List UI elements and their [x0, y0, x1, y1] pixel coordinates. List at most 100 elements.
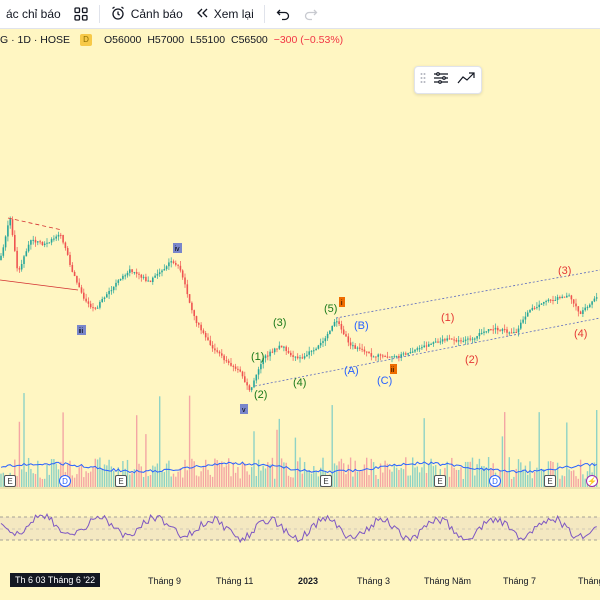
volume-bar — [550, 460, 552, 487]
volume-bar — [538, 412, 540, 487]
candle-body — [559, 297, 561, 299]
candle-body — [579, 311, 582, 314]
volume-bar — [108, 459, 110, 487]
volume-bar — [354, 460, 356, 487]
volume-bar — [175, 476, 177, 487]
candle-body — [255, 374, 258, 381]
candle-body — [586, 307, 589, 309]
candle-body — [101, 298, 103, 303]
candle-body — [209, 340, 212, 346]
candle-body — [149, 280, 152, 282]
volume-bar — [356, 471, 359, 487]
trend-icon[interactable] — [456, 70, 476, 91]
replay-button[interactable]: Xem lại — [189, 0, 260, 28]
candle-body — [591, 301, 593, 305]
volume-bar — [244, 463, 246, 487]
candle-body — [246, 382, 248, 386]
candle-body — [181, 270, 184, 278]
candle-body — [34, 239, 37, 243]
candle-body — [303, 356, 306, 359]
candle-body — [455, 339, 458, 342]
volume-bar — [379, 463, 382, 487]
volume-bar — [471, 457, 474, 487]
volume-bar — [253, 431, 255, 487]
lines-settings-icon[interactable] — [432, 70, 450, 91]
volume-bar — [310, 473, 313, 487]
volume-bar — [559, 478, 561, 487]
badge-iii — [77, 325, 86, 335]
earnings-marker[interactable]: E — [434, 475, 446, 487]
candle-body — [317, 345, 320, 349]
earnings-marker[interactable]: E — [544, 475, 556, 487]
earnings-marker[interactable]: E — [115, 475, 127, 487]
grid-icon[interactable] — [67, 0, 95, 28]
volume-bar — [596, 410, 598, 487]
volume-bar — [39, 477, 41, 487]
volume-bar — [522, 469, 524, 487]
candle-body — [142, 276, 145, 278]
candle-body — [280, 345, 283, 348]
symbol-title[interactable]: G · 1D · HOSE — [0, 34, 71, 46]
candle-body — [301, 357, 304, 359]
candle-body — [140, 274, 143, 278]
volume-bar — [262, 465, 264, 487]
indicators-button[interactable]: ác chỉ báo — [0, 0, 67, 28]
volume-bar — [30, 468, 32, 487]
redo-icon[interactable] — [297, 0, 325, 28]
volume-bar — [168, 460, 170, 487]
dividend-marker[interactable]: D — [489, 475, 501, 487]
candle-body — [336, 321, 338, 323]
alerts-button[interactable]: Cảnh báo — [104, 0, 189, 28]
price-chart[interactable]: (1) (2) (3) (4) (5) (B) (A) (C) (1) (2) … — [0, 0, 600, 568]
candle-body — [76, 276, 78, 283]
candle-body — [446, 338, 448, 341]
top-toolbar: ác chỉ báo Cảnh báo Xem lại — [0, 0, 600, 29]
volume-bar — [398, 469, 400, 487]
alerts-label: Cảnh báo — [130, 7, 183, 21]
candle-body — [354, 345, 356, 349]
earnings-marker[interactable]: E — [320, 475, 332, 487]
earnings-marker[interactable]: E — [4, 475, 16, 487]
volume-bar — [106, 465, 108, 487]
volume-bar — [467, 461, 469, 487]
volume-bar — [283, 462, 285, 487]
candle-body — [0, 255, 2, 260]
candle-body — [333, 321, 336, 326]
volume-bar — [487, 457, 490, 487]
volume-bar — [101, 468, 103, 487]
volume-bar — [276, 429, 278, 487]
candle-body — [308, 351, 310, 355]
volume-bar — [363, 464, 366, 487]
volume-bar — [41, 478, 44, 487]
candle-body — [117, 280, 120, 283]
volume-bar — [198, 476, 200, 487]
candle-body — [457, 340, 460, 342]
undo-icon[interactable] — [269, 0, 297, 28]
volume-bar — [382, 472, 384, 487]
candle-body — [444, 339, 446, 341]
volume-bar — [251, 467, 253, 487]
event-bolt-marker[interactable]: ⚡ — [586, 475, 598, 487]
candle-body — [170, 261, 172, 263]
candle-body — [340, 323, 343, 330]
wave-label-2-red: (2) — [465, 354, 478, 366]
volume-bar — [517, 459, 520, 487]
volume-ma-line — [0, 461, 597, 474]
candle-body — [421, 347, 423, 349]
volume-bar — [393, 464, 395, 487]
candle-body — [377, 354, 379, 357]
volume-bar — [60, 461, 62, 487]
candle-body — [365, 351, 368, 353]
dividend-marker[interactable]: D — [59, 475, 71, 487]
candle-body — [73, 271, 76, 277]
volume-bar — [573, 470, 575, 487]
volume-bar — [133, 469, 136, 487]
rewind-icon — [195, 6, 209, 23]
volume-bar — [18, 421, 21, 487]
open-value: O56000 — [104, 34, 142, 46]
volume-bar — [274, 478, 276, 487]
volume-bar — [547, 461, 550, 487]
drag-handle-icon[interactable] — [420, 71, 426, 89]
volume-bar — [527, 474, 529, 487]
wave-label-4-green: (4) — [293, 377, 306, 389]
